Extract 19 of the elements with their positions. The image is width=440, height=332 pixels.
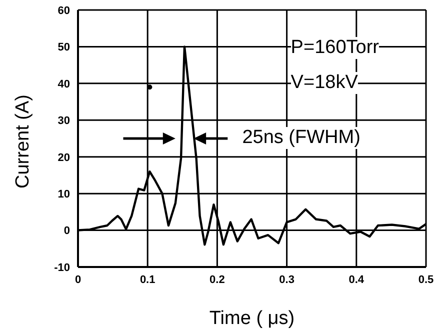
- y-axis-title: Current (A): [12, 94, 34, 188]
- y-tick-label: 10: [58, 188, 70, 200]
- annotation: 25ns (FWHM): [242, 126, 360, 148]
- y-tick-label: 30: [58, 115, 70, 128]
- y-tick-label: 50: [58, 42, 70, 54]
- x-tick-label: 0: [74, 274, 82, 286]
- y-tick-label: 40: [58, 78, 70, 90]
- annotation: V=18kV: [290, 72, 358, 94]
- x-tick-label: 0.1: [140, 274, 156, 286]
- x-axis-title: Time ( μs): [209, 308, 295, 329]
- x-tick-label: 0.3: [279, 274, 294, 286]
- x-tick-label: 0.2: [210, 274, 225, 286]
- x-tick-label: 0.4: [348, 274, 365, 286]
- y-tick-label: 60: [58, 4, 70, 17]
- y-tick-label: -10: [54, 262, 70, 274]
- annotation: P=160Torr: [290, 37, 379, 60]
- y-tick-label: 0: [64, 225, 70, 238]
- y-tick-label: 20: [58, 152, 70, 164]
- x-tick-label: 0.5: [418, 274, 434, 286]
